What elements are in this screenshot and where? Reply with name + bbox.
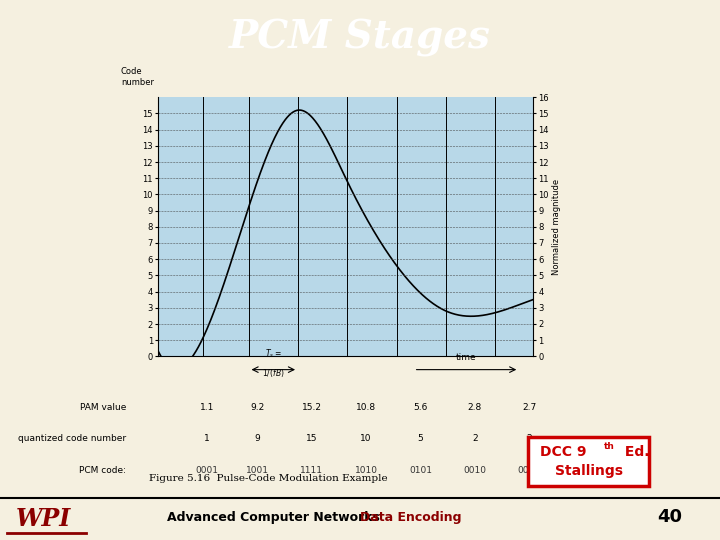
Text: 10: 10 [361,434,372,443]
Text: 9.2: 9.2 [251,403,265,412]
Text: 9: 9 [255,434,261,443]
Text: Code
number: Code number [121,68,154,87]
Text: 10.8: 10.8 [356,403,377,412]
Text: 15.2: 15.2 [302,403,322,412]
Y-axis label: Normalized magnitude: Normalized magnitude [552,179,561,275]
Text: $1/(fB)$: $1/(fB)$ [262,367,284,379]
Text: time: time [456,353,477,362]
Text: Figure 5.16  Pulse-Code Modulation Example: Figure 5.16 Pulse-Code Modulation Exampl… [149,474,387,483]
Text: Ed.: Ed. [620,445,649,459]
Text: DCC 9: DCC 9 [540,445,587,459]
Text: 5.6: 5.6 [413,403,428,412]
Text: 0001: 0001 [196,467,219,475]
Text: 40: 40 [657,508,682,526]
Text: th: th [603,442,615,451]
Text: 1111: 1111 [300,467,323,475]
Text: 5: 5 [418,434,423,443]
Text: 0010: 0010 [518,467,541,475]
Text: 2: 2 [472,434,477,443]
Text: Data Encoding: Data Encoding [360,510,461,524]
Text: 1001: 1001 [246,467,269,475]
Text: 1: 1 [204,434,210,443]
Text: 1.1: 1.1 [200,403,215,412]
Text: WPI: WPI [16,508,71,531]
Text: PAM value: PAM value [80,403,126,412]
Text: Stallings: Stallings [554,464,623,478]
Text: 2.7: 2.7 [522,403,536,412]
Text: 2: 2 [526,434,532,443]
Text: Advanced Computer Networks: Advanced Computer Networks [167,510,380,524]
Text: 1010: 1010 [355,467,378,475]
Text: 2.8: 2.8 [468,403,482,412]
Text: PCM code:: PCM code: [79,467,126,475]
Text: $T_s =$: $T_s =$ [265,348,282,360]
Text: 0010: 0010 [463,467,486,475]
Text: quantized code number: quantized code number [18,434,126,443]
Text: 15: 15 [306,434,318,443]
Text: PCM Stages: PCM Stages [229,19,491,57]
Text: 0101: 0101 [409,467,432,475]
